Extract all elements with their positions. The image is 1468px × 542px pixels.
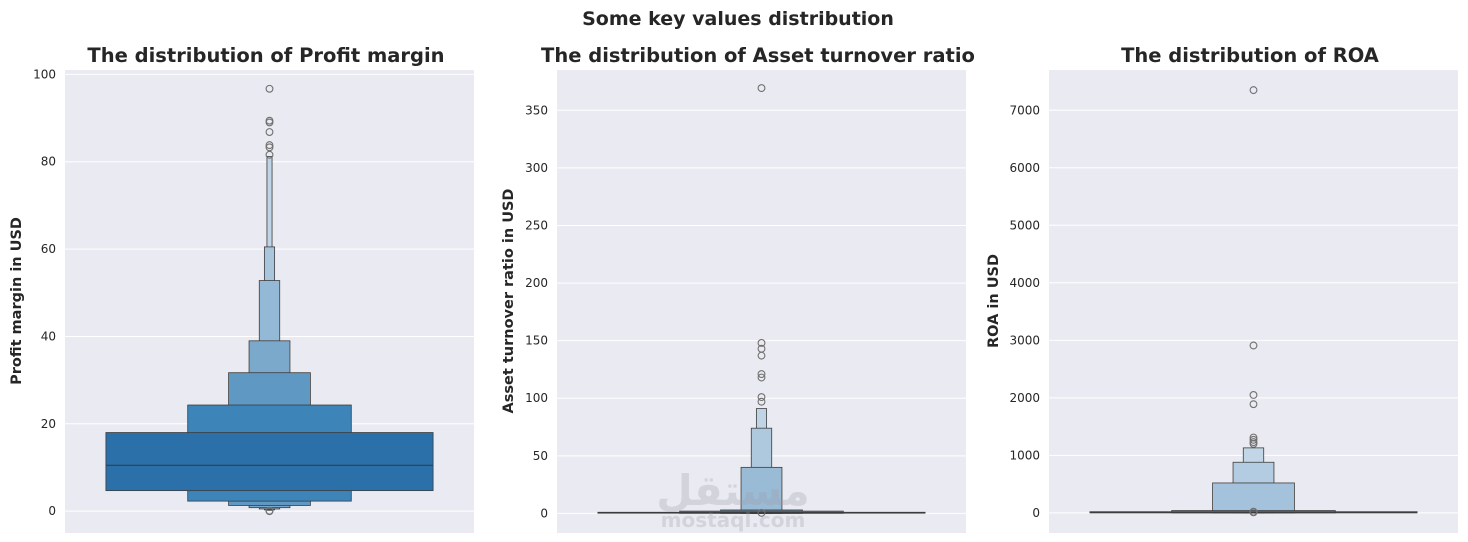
outlier-point: [757, 84, 766, 93]
outlier-points: [757, 84, 766, 517]
figure-suptitle: Some key values distribution: [582, 8, 894, 30]
outlier-point: [1249, 439, 1258, 448]
outlier-point: [1249, 86, 1258, 95]
y-tick-labels: 0 20 40 60 80 100: [33, 67, 56, 518]
y-tick-label: 80: [41, 155, 56, 169]
panel-roa: 0 1000 2000 3000 4000 5000 6000 7000 The distri…: [986, 44, 1458, 533]
y-tick-label: 0: [540, 506, 548, 520]
y-tick-label: 300: [525, 161, 548, 175]
outlier-point: [265, 128, 274, 136]
y-tick-label: 2000: [1009, 391, 1040, 405]
y-axis-label: Asset turnover ratio in USD: [501, 189, 517, 414]
outlier-points: [265, 84, 274, 516]
outlier-point: [757, 397, 766, 406]
outlier-point: [757, 508, 766, 517]
y-tick-labels: 0 50 100 150 200 250 300 350: [525, 103, 548, 520]
y-tick-labels: 0 1000 2000 3000 4000 5000 6000 7000: [1009, 103, 1040, 520]
outlier-point: [1249, 435, 1258, 444]
outlier-point: [757, 373, 766, 382]
outlier-point: [265, 506, 274, 515]
outlier-point: [1249, 508, 1258, 517]
boxen-box: [105, 432, 434, 492]
outlier-point: [757, 339, 766, 347]
y-tick-label: 1000: [1009, 448, 1040, 462]
boxen-box: [740, 466, 783, 514]
y-tick-label: 40: [41, 329, 56, 343]
outlier-point: [1249, 341, 1258, 350]
y-tick-label: 250: [525, 218, 548, 232]
watermark-arabic: مستقل: [656, 466, 810, 515]
outlier-point: [265, 118, 274, 127]
y-tick-label: 5000: [1009, 218, 1040, 232]
panel-title: The distribution of ROA: [1121, 44, 1379, 67]
y-tick-label: 0: [1032, 506, 1040, 520]
y-tick-label: 4000: [1009, 276, 1040, 290]
outlier-points: [1249, 86, 1258, 517]
outlier-point: [265, 143, 274, 152]
y-tick-label: 100: [525, 391, 548, 405]
outlier-point: [757, 351, 766, 360]
panel-asset-turnover: 0 50 100 150 200 250 300 350 The distribution o…: [501, 44, 975, 533]
outlier-point: [265, 84, 274, 93]
outlier-point: [757, 393, 766, 402]
y-tick-label: 3000: [1009, 333, 1040, 347]
y-tick-label: 7000: [1009, 103, 1040, 117]
outlier-point: [1249, 400, 1258, 409]
y-tick-label: 6000: [1009, 161, 1040, 175]
y-tick-label: 150: [525, 334, 548, 348]
panel-profit-margin: 0 20 40 60 80 100 The distribution of Profit …: [9, 44, 474, 533]
panel-title: The distribution of Asset turnover ratio: [541, 44, 975, 67]
y-tick-label: 200: [525, 276, 548, 290]
y-tick-label: 60: [41, 242, 56, 256]
boxen-boxes: [1089, 447, 1418, 514]
outlier-point: [265, 150, 274, 159]
boxen-boxes: [105, 156, 434, 511]
y-tick-label: 100: [33, 67, 56, 81]
y-axis-label: ROA in USD: [986, 254, 1002, 348]
boxen-boxes: [597, 408, 926, 514]
watermark: مستقل mostaql.com: [656, 466, 810, 532]
y-tick-label: 50: [533, 449, 548, 463]
y-tick-label: 20: [41, 417, 56, 431]
watermark-latin: mostaql.com: [661, 508, 806, 532]
outlier-point: [1249, 391, 1258, 399]
y-tick-label: 0: [48, 504, 56, 518]
outlier-point: [265, 141, 274, 150]
panel-title: The distribution of Profit margin: [87, 44, 444, 67]
outlier-point: [757, 370, 766, 379]
y-tick-label: 350: [525, 103, 548, 117]
y-axis-label: Profit margin in USD: [9, 217, 25, 385]
